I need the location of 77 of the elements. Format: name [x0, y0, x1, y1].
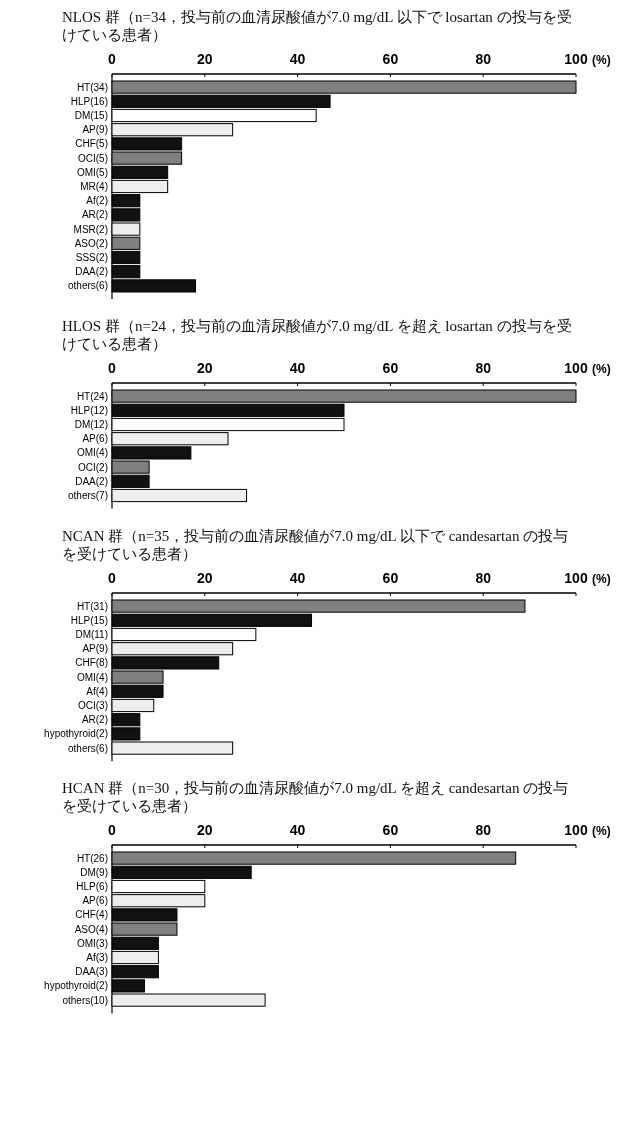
y-tick-label: Af(2) — [86, 195, 108, 207]
x-tick-label: 40 — [289, 821, 306, 838]
y-tick-label: DM(15) — [74, 110, 108, 121]
y-tick-label: OMI(4) — [76, 671, 108, 683]
x-tick-label: 0 — [108, 569, 117, 586]
x-tick-label: 0 — [108, 51, 117, 67]
y-tick-label: Af(3) — [86, 951, 108, 963]
y-tick-label: DAA(2) — [75, 266, 108, 278]
y-tick-label: DM(11) — [75, 628, 108, 640]
y-tick-label: HLP(15) — [70, 614, 108, 626]
y-tick-label: HT(31) — [76, 600, 108, 612]
chart-title: HCAN 群（n=30，投与前の血清尿酸値が7.0 mg/dL を超え candesartan の投与を受けている患者） — [62, 778, 570, 815]
y-tick-label: HLP(12) — [70, 404, 108, 416]
x-tick-label: 20 — [197, 821, 213, 838]
y-tick-label: OCI(2) — [78, 461, 108, 473]
x-tick-label: 60 — [382, 569, 399, 586]
y-tick-label: CHF(5) — [75, 138, 108, 150]
x-axis-title: (%) — [592, 823, 611, 838]
y-tick-label: ASO(4) — [74, 923, 108, 935]
x-axis-title: (%) — [592, 362, 611, 376]
y-tick-label: OMI(3) — [76, 937, 108, 949]
x-tick-label: 80 — [475, 821, 492, 838]
x-tick-label: 100 — [564, 821, 588, 838]
x-tick-label: 60 — [382, 360, 399, 376]
x-tick-label: 40 — [289, 51, 306, 67]
x-axis-title: (%) — [592, 571, 611, 586]
x-tick-label: 20 — [197, 51, 213, 67]
y-tick-label: AP(6) — [82, 894, 108, 906]
x-tick-label: 100 — [564, 360, 588, 376]
chart-title: NLOS 群（n=34，投与前の血清尿酸値が7.0 mg/dL 以下で losartan の投与を受けている患者） — [62, 8, 572, 44]
y-tick-label: hypothyroid(2) — [44, 980, 108, 992]
y-tick-label: DAA(3) — [75, 965, 108, 977]
y-tick-label: HT(34) — [76, 81, 108, 93]
x-tick-label: 20 — [197, 360, 213, 376]
x-tick-label: 100 — [564, 569, 588, 586]
y-tick-label: OMI(4) — [76, 447, 108, 459]
x-tick-label: 80 — [475, 569, 492, 586]
y-tick-label: others(6) — [67, 280, 108, 292]
y-tick-label: MSR(2) — [73, 223, 108, 235]
y-tick-label: HT(26) — [76, 852, 108, 864]
x-axis-title: (%) — [592, 53, 611, 67]
y-tick-label: others(7) — [67, 490, 108, 501]
x-tick-label: 40 — [289, 360, 306, 376]
y-tick-label: others(6) — [67, 742, 108, 754]
y-tick-label: others(10) — [62, 994, 108, 1006]
y-tick-label: DAA(2) — [75, 475, 108, 487]
y-tick-label: DM(12) — [74, 419, 108, 430]
y-tick-label: MR(4) — [80, 181, 108, 192]
y-tick-label: OMI(5) — [76, 166, 108, 178]
y-tick-label: CHF(4) — [75, 909, 108, 921]
y-tick-label: HLP(6) — [76, 880, 108, 892]
y-tick-label: OCI(5) — [78, 152, 108, 164]
y-tick-label: AP(9) — [82, 124, 108, 136]
chart-title: HLOS 群（n=24，投与前の血清尿酸値が7.0 mg/dL を超え losartan の投与を受けている患者） — [62, 317, 572, 353]
y-tick-label: CHF(8) — [75, 656, 108, 668]
x-tick-label: 60 — [382, 51, 399, 67]
chart-title: NCAN 群（n=35，投与前の血清尿酸値が7.0 mg/dL 以下で candesartan の投与を受けている患者） — [62, 526, 570, 563]
y-tick-label: HT(24) — [76, 390, 108, 402]
y-tick-label: DM(9) — [80, 866, 108, 878]
y-tick-label: AR(2) — [81, 209, 108, 221]
y-tick-label: ASO(2) — [74, 237, 108, 249]
y-tick-label: HLP(16) — [70, 95, 108, 107]
x-tick-label: 0 — [108, 360, 117, 376]
y-tick-label: Af(4) — [86, 685, 108, 697]
y-tick-label: hypothyroid(2) — [44, 727, 108, 739]
x-tick-label: 80 — [475, 51, 492, 67]
y-tick-label: AR(2) — [81, 713, 108, 725]
x-tick-label: 100 — [564, 51, 588, 67]
y-tick-label: AP(9) — [82, 642, 108, 654]
y-tick-label: SSS(2) — [75, 252, 108, 263]
x-tick-label: 20 — [197, 569, 213, 586]
y-tick-label: AP(6) — [82, 433, 108, 445]
x-tick-label: 60 — [382, 821, 399, 838]
x-tick-label: 0 — [108, 821, 117, 838]
y-tick-label: OCI(3) — [78, 699, 108, 711]
x-tick-label: 40 — [289, 569, 306, 586]
x-tick-label: 80 — [475, 360, 492, 376]
